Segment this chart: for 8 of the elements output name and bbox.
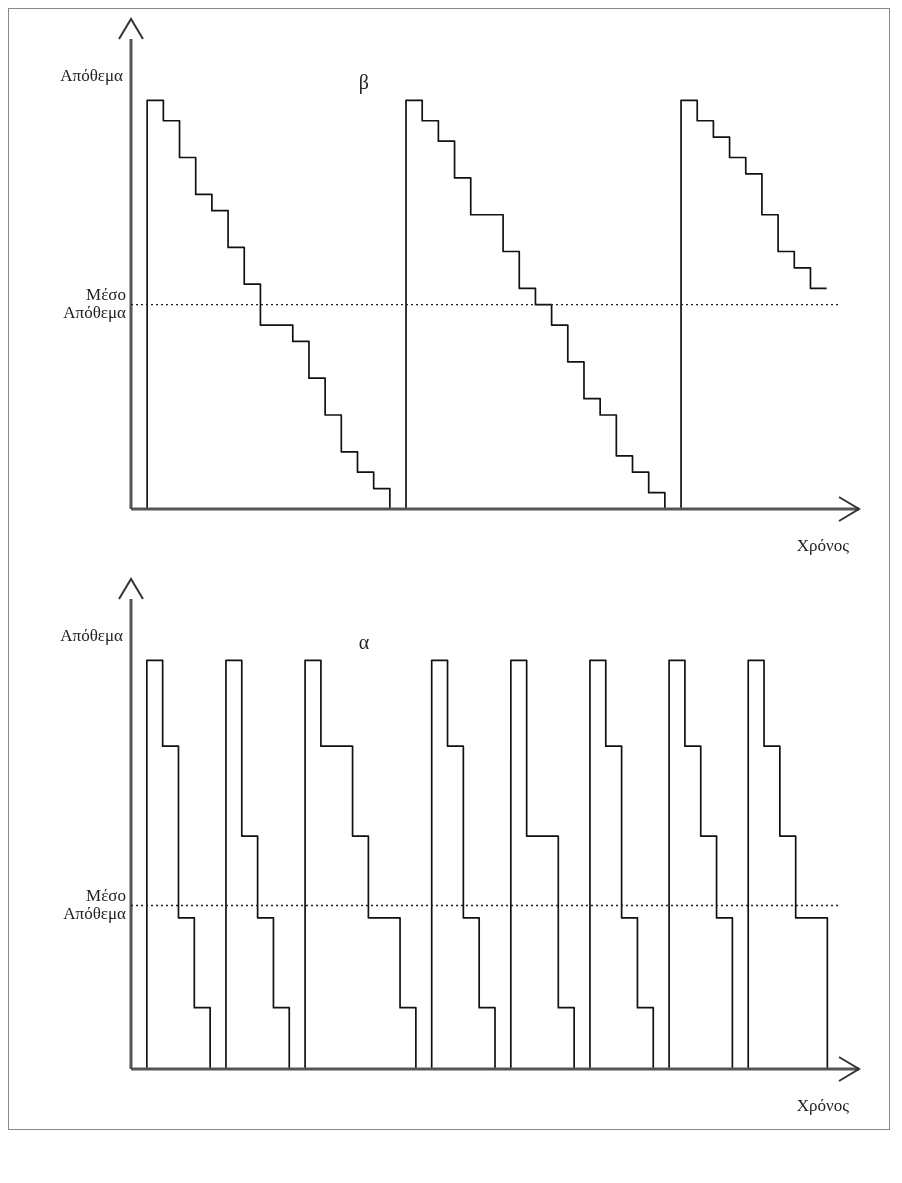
chart-title: β	[358, 71, 370, 94]
x-axis-title: Χρόνος	[796, 536, 850, 555]
x-axis-title: Χρόνος	[796, 1096, 850, 1115]
y-axis-title: Απόθεμα	[60, 626, 124, 645]
ref-line-label: Μέσο Απόθεμα	[63, 885, 127, 923]
ref-line-label: Μέσο Απόθεμα	[63, 285, 127, 323]
chart-title: α	[358, 631, 370, 653]
y-axis-title: Απόθεμα	[60, 66, 124, 85]
